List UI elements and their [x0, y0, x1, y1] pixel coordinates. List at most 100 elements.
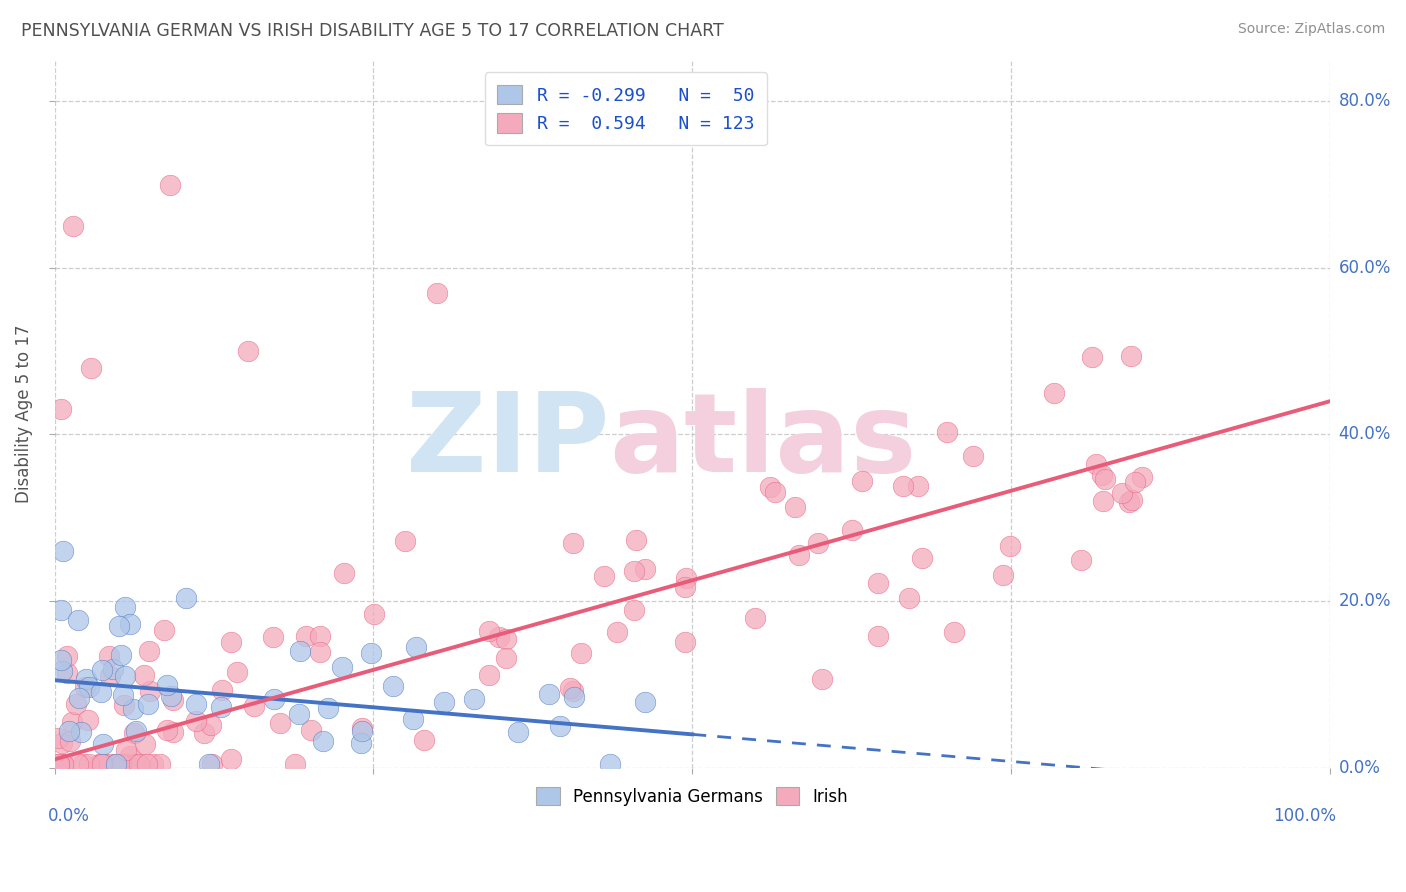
Point	[495, 632, 517, 646]
Point	[139, 683, 162, 698]
Point	[60, 715, 83, 730]
Point	[599, 756, 621, 771]
Point	[402, 712, 425, 726]
Point	[1118, 494, 1140, 508]
Point	[193, 725, 215, 739]
Point	[851, 474, 873, 488]
Point	[312, 734, 335, 748]
Point	[548, 719, 571, 733]
Point	[142, 756, 165, 771]
Point	[478, 624, 501, 639]
Text: Source: ZipAtlas.com: Source: ZipAtlas.com	[1237, 22, 1385, 37]
Point	[634, 562, 657, 576]
Text: 0.0%: 0.0%	[48, 806, 90, 824]
Point	[52, 756, 75, 771]
Point	[66, 756, 89, 771]
Point	[112, 756, 135, 771]
Point	[135, 756, 157, 771]
Point	[288, 706, 311, 721]
Point	[225, 665, 247, 679]
Point	[91, 756, 114, 771]
Point	[807, 536, 830, 550]
Point	[936, 425, 959, 439]
Point	[759, 480, 782, 494]
Point	[633, 695, 655, 709]
Point	[51, 736, 73, 750]
Point	[162, 725, 184, 739]
Point	[156, 723, 179, 737]
Point	[330, 660, 353, 674]
Point	[538, 687, 561, 701]
Legend: Pennsylvania Germans, Irish: Pennsylvania Germans, Irish	[530, 780, 855, 813]
Point	[93, 756, 115, 771]
Point	[103, 662, 125, 676]
Point	[495, 651, 517, 665]
Point	[49, 402, 72, 417]
Point	[149, 756, 172, 771]
Point	[593, 569, 616, 583]
Point	[112, 698, 135, 713]
Point	[174, 591, 197, 605]
Point	[122, 702, 145, 716]
Text: 60.0%: 60.0%	[1339, 259, 1391, 277]
Point	[943, 624, 966, 639]
Point	[562, 690, 585, 704]
Point	[134, 737, 156, 751]
Text: 100.0%: 100.0%	[1274, 806, 1337, 824]
Point	[299, 723, 322, 737]
Point	[200, 717, 222, 731]
Point	[868, 576, 890, 591]
Point	[49, 603, 72, 617]
Point	[811, 673, 834, 687]
Point	[156, 678, 179, 692]
Point	[1111, 486, 1133, 500]
Point	[62, 219, 84, 234]
Point	[623, 564, 645, 578]
Point	[48, 756, 70, 771]
Point	[219, 752, 242, 766]
Point	[907, 479, 929, 493]
Point	[98, 669, 121, 683]
Point	[159, 178, 181, 192]
Point	[48, 756, 70, 771]
Point	[1130, 469, 1153, 483]
Point	[1080, 350, 1102, 364]
Point	[211, 683, 233, 698]
Point	[841, 523, 863, 537]
Text: 40.0%: 40.0%	[1339, 425, 1391, 443]
Point	[488, 630, 510, 644]
Point	[127, 756, 149, 771]
Point	[58, 723, 80, 738]
Point	[114, 743, 136, 757]
Point	[201, 756, 224, 771]
Point	[363, 607, 385, 621]
Point	[998, 539, 1021, 553]
Point	[569, 646, 592, 660]
Point	[93, 737, 115, 751]
Text: 80.0%: 80.0%	[1339, 92, 1391, 111]
Point	[295, 629, 318, 643]
Point	[112, 688, 135, 702]
Point	[52, 544, 75, 558]
Point	[673, 634, 696, 648]
Point	[104, 756, 127, 771]
Point	[263, 692, 285, 706]
Point	[138, 643, 160, 657]
Point	[75, 672, 97, 686]
Point	[394, 534, 416, 549]
Point	[562, 684, 585, 698]
Point	[269, 715, 291, 730]
Point	[238, 344, 260, 359]
Point	[124, 723, 146, 738]
Point	[108, 619, 131, 633]
Point	[56, 648, 79, 663]
Point	[120, 748, 142, 763]
Point	[506, 725, 529, 739]
Point	[134, 668, 156, 682]
Point	[77, 756, 100, 771]
Point	[868, 629, 890, 643]
Point	[67, 690, 90, 705]
Point	[763, 484, 786, 499]
Point	[405, 640, 427, 655]
Point	[90, 756, 112, 771]
